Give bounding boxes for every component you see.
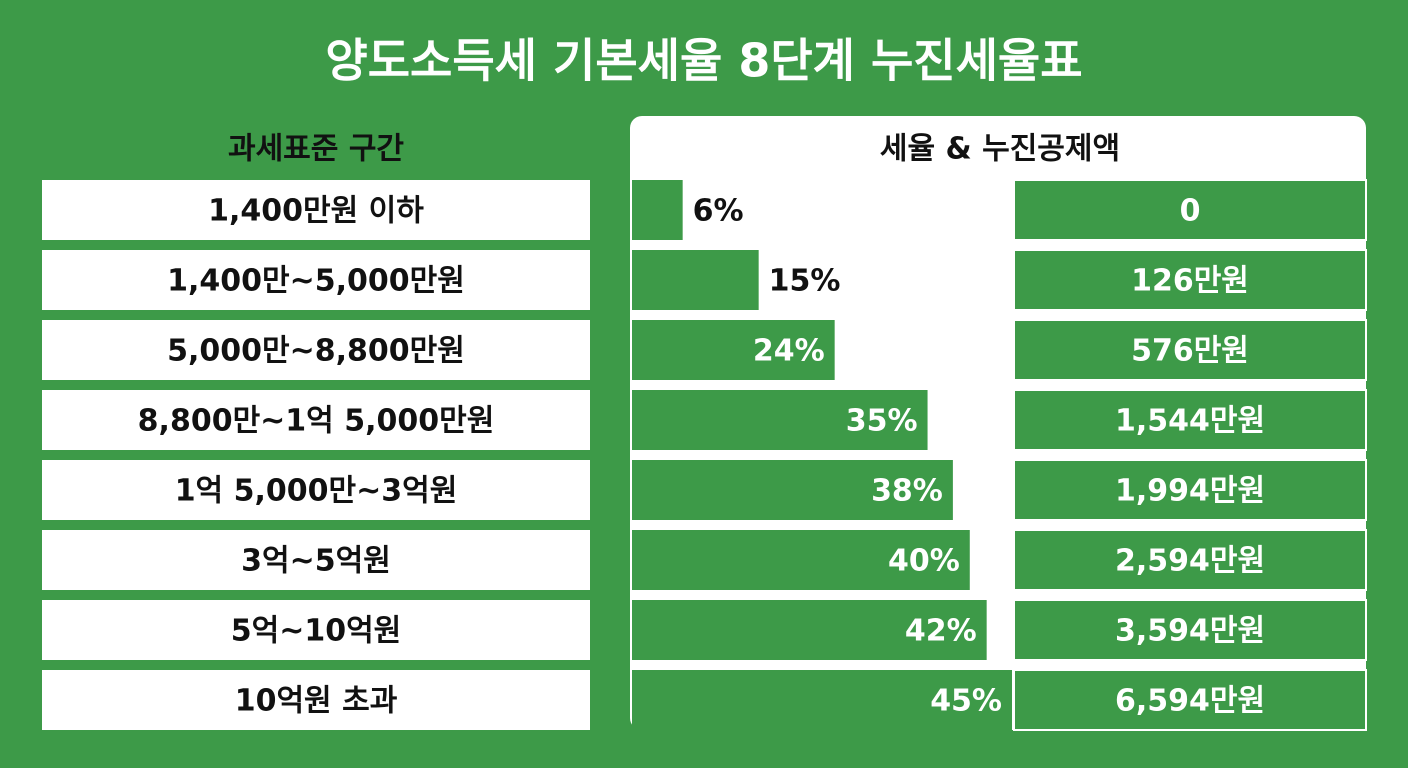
deduction-cell bbox=[1013, 529, 1367, 591]
bar bbox=[632, 250, 759, 310]
deduction-label: 126만원 bbox=[1131, 264, 1249, 299]
deduction-label: 1,994만원 bbox=[1115, 474, 1265, 509]
category-label: 8,800만~1억 5,000만원 bbox=[138, 404, 495, 439]
chart-title: 양도소득세 기본세율 8단계 누진세율표 bbox=[325, 34, 1082, 88]
category-header: 과세표준 구간 bbox=[228, 132, 404, 167]
category-label: 1억 5,000만~3억원 bbox=[175, 474, 458, 509]
value-label: 40% bbox=[888, 544, 960, 579]
category-cell bbox=[42, 180, 590, 240]
value-label: 6% bbox=[693, 194, 744, 229]
value-label: 45% bbox=[930, 684, 1002, 719]
category-label: 1,400만원 이하 bbox=[208, 194, 424, 229]
bar bbox=[632, 600, 987, 660]
category-label: 1,400만~5,000만원 bbox=[167, 264, 465, 299]
bar bbox=[632, 320, 835, 380]
bar bbox=[632, 670, 1012, 730]
category-cell bbox=[42, 320, 590, 380]
value-label: 24% bbox=[753, 334, 825, 369]
deduction-label: 0 bbox=[1180, 194, 1201, 229]
deduction-cell bbox=[1013, 249, 1367, 311]
category-cell bbox=[42, 670, 590, 730]
value-label: 15% bbox=[769, 264, 841, 299]
deduction-cell bbox=[1013, 389, 1367, 451]
deduction-cell bbox=[1013, 179, 1367, 241]
bar bbox=[632, 530, 970, 590]
value-header: 세율 & 누진공제액 bbox=[880, 132, 1120, 167]
bar bbox=[632, 460, 953, 520]
category-label: 10억원 초과 bbox=[235, 684, 398, 719]
category-label: 5,000만~8,800만원 bbox=[167, 334, 465, 369]
category-cell bbox=[42, 250, 590, 310]
bar bbox=[632, 180, 683, 240]
category-cell bbox=[42, 600, 590, 660]
category-cell bbox=[42, 390, 590, 450]
deduction-cell bbox=[1013, 319, 1367, 381]
deduction-cell bbox=[1013, 599, 1367, 661]
deduction-label: 2,594만원 bbox=[1115, 544, 1265, 579]
value-label: 42% bbox=[905, 614, 977, 649]
deduction-cell bbox=[1013, 459, 1367, 521]
category-label: 3억~5억원 bbox=[241, 544, 391, 579]
deduction-label: 1,544만원 bbox=[1115, 404, 1265, 439]
bar bbox=[632, 390, 928, 450]
deduction-label: 3,594만원 bbox=[1115, 614, 1265, 649]
value-label: 35% bbox=[846, 404, 918, 439]
category-label: 5억~10억원 bbox=[231, 614, 402, 649]
deduction-label: 576만원 bbox=[1131, 334, 1249, 369]
category-cell bbox=[42, 460, 590, 520]
category-cell bbox=[42, 530, 590, 590]
deduction-label: 6,594만원 bbox=[1115, 684, 1265, 719]
value-label: 38% bbox=[871, 474, 943, 509]
deduction-cell bbox=[1013, 669, 1367, 731]
